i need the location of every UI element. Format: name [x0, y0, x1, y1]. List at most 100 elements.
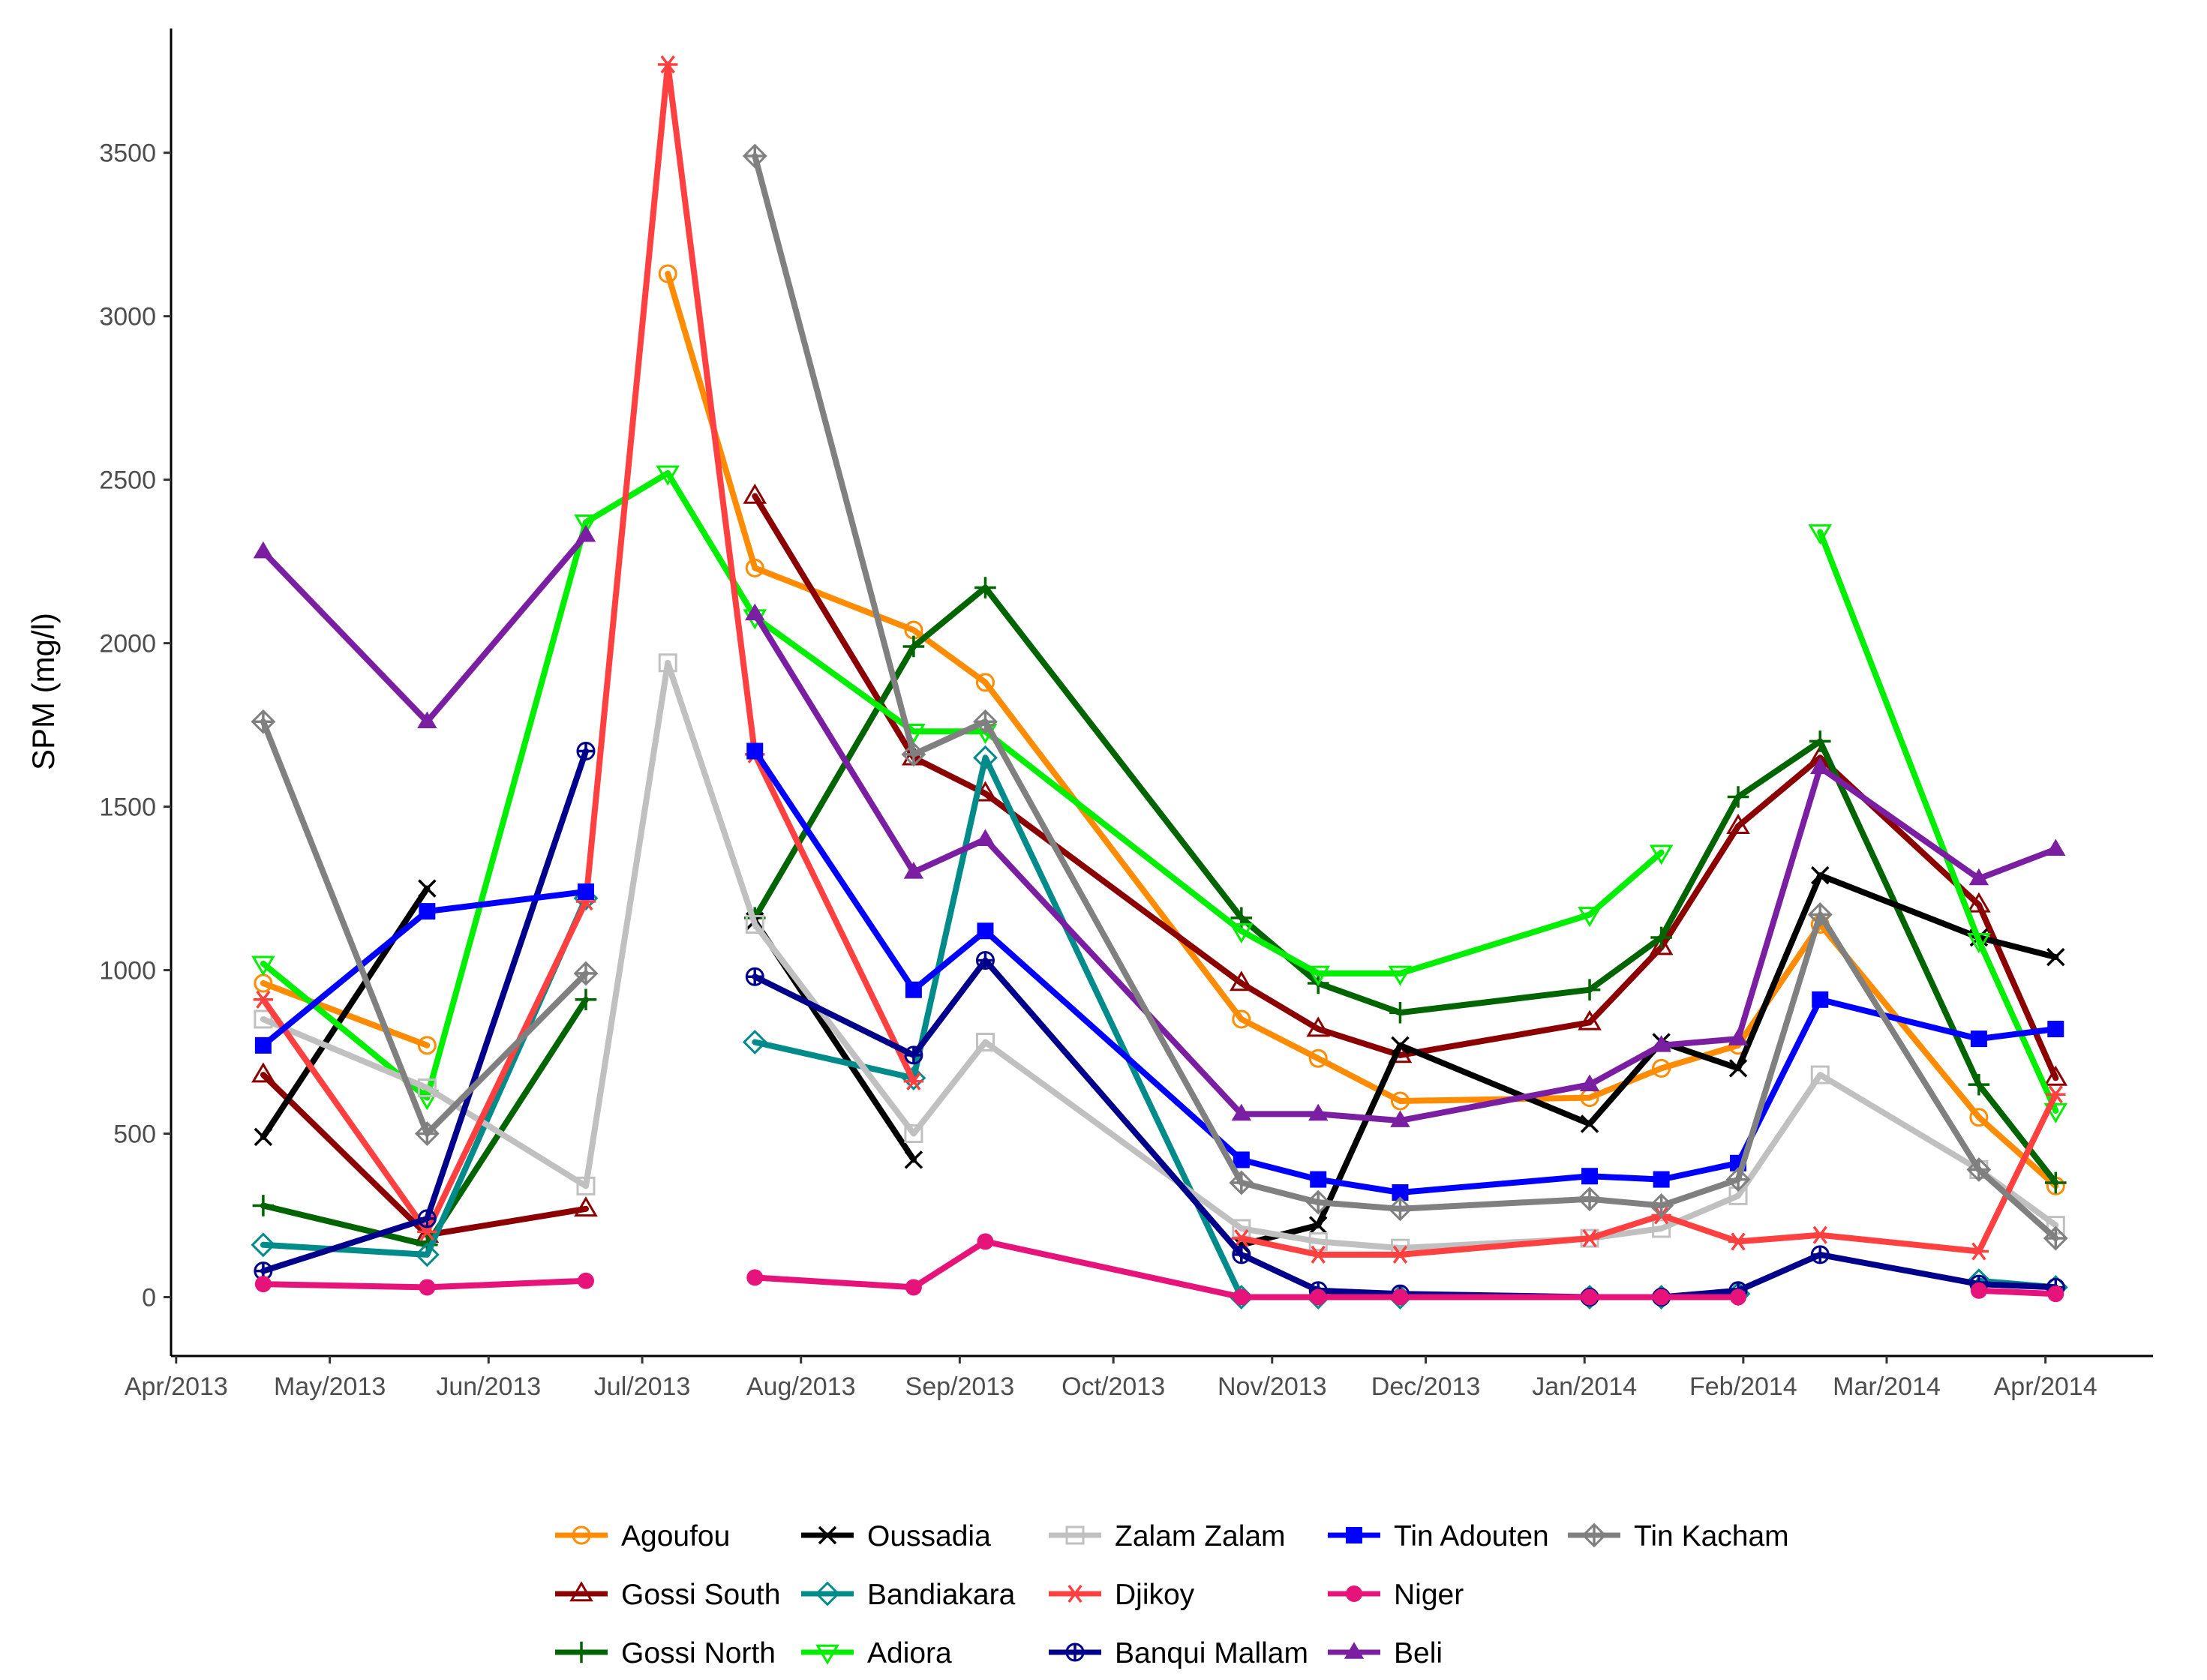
data-point-agoufou: [745, 558, 764, 578]
data-point-beli: [1308, 1103, 1329, 1121]
legend-swatch-marker: [1581, 1522, 1607, 1548]
legend-item-adiora: Adiora: [801, 1637, 952, 1670]
data-point-oussadia: [254, 1127, 273, 1147]
data-point-banqui-mallam: [1232, 1245, 1251, 1264]
y-tick-label: 500: [113, 1120, 156, 1149]
data-point-beli: [1728, 1028, 1749, 1046]
data-point-tin-adouten: [905, 981, 922, 998]
legend-item-djikoy: Djikoy: [1049, 1579, 1195, 1611]
data-point-adiora: [1967, 933, 1991, 954]
series-line-bandiakara: [752, 754, 1741, 1300]
data-point-niger: [746, 1269, 764, 1286]
data-point-gossi-south: [1306, 1016, 1331, 1037]
data-point-adiora: [656, 465, 680, 486]
data-point-beli: [1651, 1035, 1671, 1052]
y-tick-label: 2000: [99, 630, 156, 658]
data-point-djikoy: [1390, 1245, 1410, 1264]
series-line-adiora: [1817, 529, 2059, 1114]
legend-label: Tin Adouten: [1394, 1520, 1549, 1552]
data-point-adiora: [1388, 965, 1413, 986]
data-point-agoufou: [1969, 1108, 1989, 1127]
y-tick-label: 2500: [99, 466, 156, 495]
data-point-agoufou: [417, 1036, 437, 1055]
data-point-beli: [903, 862, 924, 879]
data-point-oussadia: [1308, 1216, 1328, 1234]
series-niger: [254, 1233, 2064, 1306]
data-point-adiora: [2043, 1102, 2068, 1124]
x-tick-label: Nov/2013: [1218, 1372, 1327, 1401]
data-point-tin-adouten: [1653, 1171, 1670, 1188]
y-tick-label: 1500: [99, 794, 156, 822]
data-point-oussadia: [2046, 947, 2065, 967]
data-point-tin-adouten: [577, 883, 594, 900]
data-point-djikoy: [2046, 1085, 2066, 1104]
data-point-banqui-mallam: [576, 741, 596, 760]
data-point-tin-adouten: [254, 1036, 272, 1054]
data-point-tin-kacham: [742, 143, 767, 169]
data-point-beli: [253, 541, 274, 559]
x-tick-label: Feb/2014: [1689, 1372, 1797, 1401]
data-point-adiora: [1306, 965, 1331, 986]
data-point-gossi-north: [902, 635, 925, 658]
data-point-gossi-north: [1727, 786, 1749, 808]
data-point-gossi-south: [251, 1062, 275, 1083]
data-point-banqui-mallam: [417, 1209, 437, 1228]
data-point-gossi-north: [2044, 1172, 2067, 1194]
data-point-niger: [254, 1276, 272, 1293]
x-tick-label: Jul/2013: [594, 1372, 691, 1401]
data-point-niger: [1730, 1288, 1747, 1306]
data-point-niger: [577, 1272, 594, 1289]
data-point-tin-kacham: [1807, 902, 1833, 927]
series-line-djikoy: [260, 62, 917, 1235]
data-point-tin-adouten: [977, 922, 994, 940]
data-point-zalam-zalam: [254, 1010, 273, 1029]
legend-label: Djikoy: [1115, 1579, 1195, 1611]
legend-item-beli: Beli: [1328, 1637, 1443, 1670]
legend-label: Beli: [1394, 1637, 1443, 1670]
data-point-niger: [1233, 1288, 1250, 1306]
data-point-tin-adouten: [1812, 991, 1829, 1008]
data-point-niger: [1581, 1288, 1599, 1306]
data-point-tin-kacham: [414, 1121, 440, 1146]
x-tick-label: May/2013: [274, 1372, 386, 1401]
data-point-gossi-north: [252, 1195, 275, 1216]
data-point-niger: [1392, 1288, 1409, 1306]
series-line-beli: [752, 610, 2059, 1124]
x-tick-label: Dec/2013: [1371, 1372, 1481, 1401]
series-beli: [253, 524, 2066, 1127]
data-point-beli: [575, 524, 596, 542]
data-point-tin-kacham: [1229, 1170, 1254, 1196]
data-point-tin-kacham: [251, 709, 276, 734]
axes: 0 500 1000 1500 2000 2500 3000 3500 Apr/2013 May…: [26, 28, 2153, 1401]
legend-swatch-marker: [572, 1526, 591, 1545]
y-tick-label: 3000: [99, 303, 156, 332]
data-point-bandiakara: [901, 1066, 926, 1090]
data-point-zalam-zalam: [1810, 1065, 1830, 1084]
series-djikoy: [253, 55, 2066, 1264]
data-point-beli: [745, 603, 765, 621]
data-point-gossi-south: [2043, 1065, 2068, 1086]
data-point-tin-kacham: [973, 709, 998, 734]
x-tick-label: Mar/2014: [1833, 1372, 1941, 1401]
series-line-gossi-south: [752, 493, 2059, 1082]
y-tick-label: 3500: [99, 140, 156, 168]
data-point-niger: [1970, 1282, 1987, 1299]
legend-item-oussadia: Oussadia: [801, 1520, 991, 1552]
data-point-tin-kacham: [1305, 1190, 1331, 1215]
data-point-banqui-mallam: [1810, 1245, 1830, 1264]
series-line-adiora: [260, 470, 1665, 1101]
data-point-gossi-south: [1726, 814, 1750, 835]
data-point-djikoy: [1231, 1229, 1252, 1248]
legend-item-tin-kacham: Tin Kacham: [1568, 1520, 1789, 1552]
data-point-bandiakara: [414, 1242, 440, 1268]
data-point-gossi-south: [1967, 892, 1991, 913]
data-point-gossi-north: [1389, 1001, 1411, 1024]
data-point-agoufou: [975, 673, 995, 692]
legend-label: Bandiakara: [867, 1579, 1016, 1611]
data-point-gossi-north: [575, 988, 597, 1011]
data-point-niger: [2047, 1286, 2064, 1303]
data-point-adiora: [1230, 922, 1254, 944]
data-point-adiora: [574, 514, 598, 536]
series-line-niger: [1975, 1287, 2059, 1298]
data-point-tin-kacham: [573, 961, 599, 986]
